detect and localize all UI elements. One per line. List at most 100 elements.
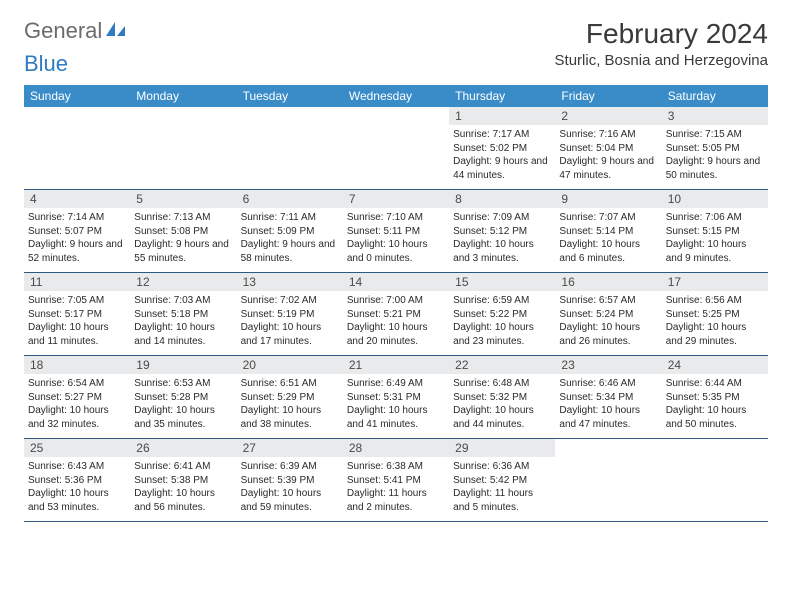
day-body: Sunrise: 6:39 AMSunset: 5:39 PMDaylight:… (237, 457, 343, 518)
day-cell: 16Sunrise: 6:57 AMSunset: 5:24 PMDayligh… (555, 273, 661, 355)
week-row: 25Sunrise: 6:43 AMSunset: 5:36 PMDayligh… (24, 439, 768, 522)
day-number: 2 (555, 107, 661, 125)
day-number: 24 (662, 356, 768, 374)
day-cell: 14Sunrise: 7:00 AMSunset: 5:21 PMDayligh… (343, 273, 449, 355)
day-number: 14 (343, 273, 449, 291)
day-number: 9 (555, 190, 661, 208)
week-row: 11Sunrise: 7:05 AMSunset: 5:17 PMDayligh… (24, 273, 768, 356)
day-number: 5 (130, 190, 236, 208)
day-number: 26 (130, 439, 236, 457)
day-body: Sunrise: 7:06 AMSunset: 5:15 PMDaylight:… (662, 208, 768, 269)
week-row: 1Sunrise: 7:17 AMSunset: 5:02 PMDaylight… (24, 107, 768, 190)
day-number: 3 (662, 107, 768, 125)
day-cell: 4Sunrise: 7:14 AMSunset: 5:07 PMDaylight… (24, 190, 130, 272)
day-body: Sunrise: 7:00 AMSunset: 5:21 PMDaylight:… (343, 291, 449, 352)
day-cell: 15Sunrise: 6:59 AMSunset: 5:22 PMDayligh… (449, 273, 555, 355)
day-number: 12 (130, 273, 236, 291)
day-cell: 27Sunrise: 6:39 AMSunset: 5:39 PMDayligh… (237, 439, 343, 521)
weekday-header: Thursday (449, 85, 555, 107)
day-body: Sunrise: 6:36 AMSunset: 5:42 PMDaylight:… (449, 457, 555, 518)
day-body: Sunrise: 6:59 AMSunset: 5:22 PMDaylight:… (449, 291, 555, 352)
day-body: Sunrise: 6:48 AMSunset: 5:32 PMDaylight:… (449, 374, 555, 435)
day-body: Sunrise: 6:46 AMSunset: 5:34 PMDaylight:… (555, 374, 661, 435)
day-body: Sunrise: 7:15 AMSunset: 5:05 PMDaylight:… (662, 125, 768, 186)
day-cell: 5Sunrise: 7:13 AMSunset: 5:08 PMDaylight… (130, 190, 236, 272)
day-body: Sunrise: 7:03 AMSunset: 5:18 PMDaylight:… (130, 291, 236, 352)
day-cell (662, 439, 768, 521)
day-number: 13 (237, 273, 343, 291)
day-number: 6 (237, 190, 343, 208)
day-cell: 6Sunrise: 7:11 AMSunset: 5:09 PMDaylight… (237, 190, 343, 272)
day-cell: 12Sunrise: 7:03 AMSunset: 5:18 PMDayligh… (130, 273, 236, 355)
sail-icon (106, 20, 128, 43)
title-block: February 2024 Sturlic, Bosnia and Herzeg… (555, 18, 768, 69)
day-cell: 20Sunrise: 6:51 AMSunset: 5:29 PMDayligh… (237, 356, 343, 438)
day-cell: 26Sunrise: 6:41 AMSunset: 5:38 PMDayligh… (130, 439, 236, 521)
day-cell: 8Sunrise: 7:09 AMSunset: 5:12 PMDaylight… (449, 190, 555, 272)
day-number: 18 (24, 356, 130, 374)
day-body: Sunrise: 7:02 AMSunset: 5:19 PMDaylight:… (237, 291, 343, 352)
day-number: 17 (662, 273, 768, 291)
day-cell: 25Sunrise: 6:43 AMSunset: 5:36 PMDayligh… (24, 439, 130, 521)
day-number: 25 (24, 439, 130, 457)
day-cell: 2Sunrise: 7:16 AMSunset: 5:04 PMDaylight… (555, 107, 661, 189)
weekday-row: SundayMondayTuesdayWednesdayThursdayFrid… (24, 85, 768, 107)
day-cell: 24Sunrise: 6:44 AMSunset: 5:35 PMDayligh… (662, 356, 768, 438)
day-number: 10 (662, 190, 768, 208)
day-body: Sunrise: 7:17 AMSunset: 5:02 PMDaylight:… (449, 125, 555, 186)
day-number: 7 (343, 190, 449, 208)
day-body: Sunrise: 6:43 AMSunset: 5:36 PMDaylight:… (24, 457, 130, 518)
week-row: 18Sunrise: 6:54 AMSunset: 5:27 PMDayligh… (24, 356, 768, 439)
day-number: 28 (343, 439, 449, 457)
day-body: Sunrise: 7:09 AMSunset: 5:12 PMDaylight:… (449, 208, 555, 269)
day-cell: 28Sunrise: 6:38 AMSunset: 5:41 PMDayligh… (343, 439, 449, 521)
weekday-header: Tuesday (237, 85, 343, 107)
day-cell: 10Sunrise: 7:06 AMSunset: 5:15 PMDayligh… (662, 190, 768, 272)
day-cell: 18Sunrise: 6:54 AMSunset: 5:27 PMDayligh… (24, 356, 130, 438)
day-body: Sunrise: 7:16 AMSunset: 5:04 PMDaylight:… (555, 125, 661, 186)
day-body: Sunrise: 7:14 AMSunset: 5:07 PMDaylight:… (24, 208, 130, 269)
day-body: Sunrise: 7:07 AMSunset: 5:14 PMDaylight:… (555, 208, 661, 269)
day-number: 21 (343, 356, 449, 374)
day-body: Sunrise: 6:41 AMSunset: 5:38 PMDaylight:… (130, 457, 236, 518)
day-number: 29 (449, 439, 555, 457)
day-body: Sunrise: 6:56 AMSunset: 5:25 PMDaylight:… (662, 291, 768, 352)
day-number: 15 (449, 273, 555, 291)
day-cell: 3Sunrise: 7:15 AMSunset: 5:05 PMDaylight… (662, 107, 768, 189)
day-body: Sunrise: 6:57 AMSunset: 5:24 PMDaylight:… (555, 291, 661, 352)
weekday-header: Friday (555, 85, 661, 107)
day-body: Sunrise: 7:13 AMSunset: 5:08 PMDaylight:… (130, 208, 236, 269)
logo-text-general: General (24, 18, 102, 44)
day-body: Sunrise: 6:54 AMSunset: 5:27 PMDaylight:… (24, 374, 130, 435)
page-title: February 2024 (555, 18, 768, 50)
day-number: 20 (237, 356, 343, 374)
location-label: Sturlic, Bosnia and Herzegovina (555, 52, 768, 69)
day-number: 16 (555, 273, 661, 291)
day-cell (24, 107, 130, 189)
day-cell: 1Sunrise: 7:17 AMSunset: 5:02 PMDaylight… (449, 107, 555, 189)
day-number: 22 (449, 356, 555, 374)
weekday-header: Sunday (24, 85, 130, 107)
day-cell: 17Sunrise: 6:56 AMSunset: 5:25 PMDayligh… (662, 273, 768, 355)
day-cell (555, 439, 661, 521)
day-number: 8 (449, 190, 555, 208)
day-cell: 23Sunrise: 6:46 AMSunset: 5:34 PMDayligh… (555, 356, 661, 438)
day-cell (130, 107, 236, 189)
day-body: Sunrise: 7:11 AMSunset: 5:09 PMDaylight:… (237, 208, 343, 269)
week-row: 4Sunrise: 7:14 AMSunset: 5:07 PMDaylight… (24, 190, 768, 273)
day-number: 11 (24, 273, 130, 291)
day-cell: 13Sunrise: 7:02 AMSunset: 5:19 PMDayligh… (237, 273, 343, 355)
day-body: Sunrise: 6:44 AMSunset: 5:35 PMDaylight:… (662, 374, 768, 435)
day-cell (343, 107, 449, 189)
day-body: Sunrise: 6:53 AMSunset: 5:28 PMDaylight:… (130, 374, 236, 435)
day-cell: 11Sunrise: 7:05 AMSunset: 5:17 PMDayligh… (24, 273, 130, 355)
day-body: Sunrise: 6:38 AMSunset: 5:41 PMDaylight:… (343, 457, 449, 518)
weekday-header: Monday (130, 85, 236, 107)
day-number: 27 (237, 439, 343, 457)
day-cell: 22Sunrise: 6:48 AMSunset: 5:32 PMDayligh… (449, 356, 555, 438)
day-body: Sunrise: 7:05 AMSunset: 5:17 PMDaylight:… (24, 291, 130, 352)
day-number: 23 (555, 356, 661, 374)
day-number: 4 (24, 190, 130, 208)
day-body: Sunrise: 6:51 AMSunset: 5:29 PMDaylight:… (237, 374, 343, 435)
day-cell: 7Sunrise: 7:10 AMSunset: 5:11 PMDaylight… (343, 190, 449, 272)
